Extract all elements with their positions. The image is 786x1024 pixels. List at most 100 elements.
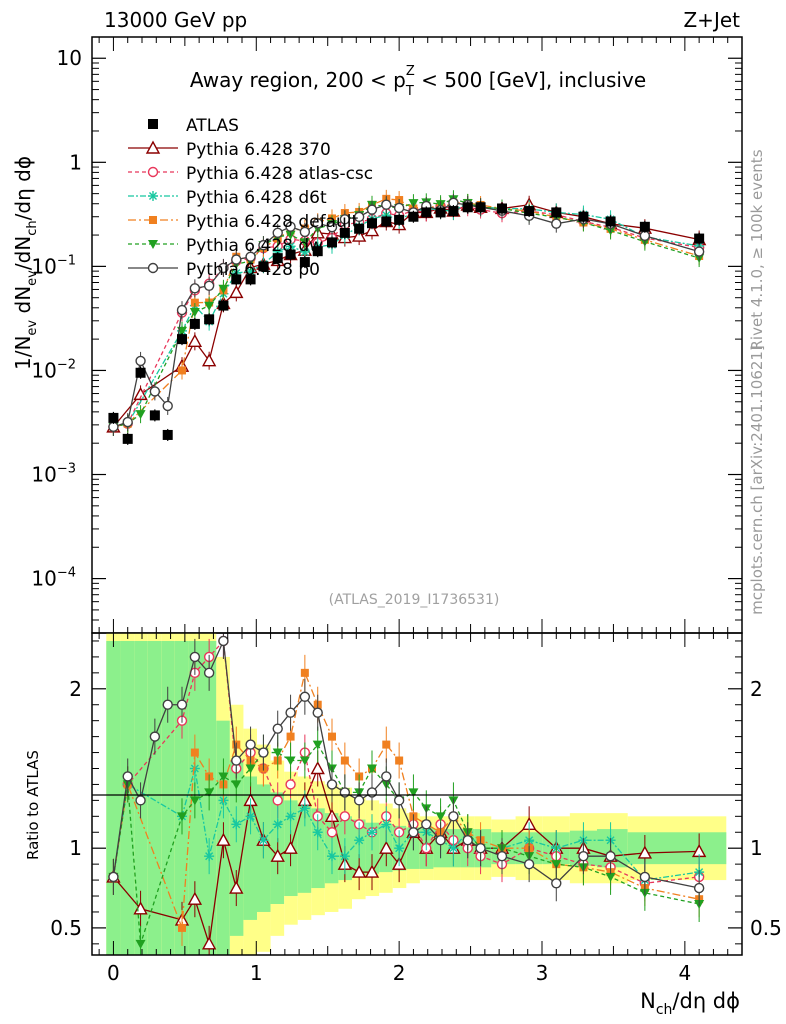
ratio-point: [693, 882, 705, 894]
ratio-point-stroke: [232, 820, 241, 829]
ratio-point: [393, 795, 405, 806]
ratio-point: [204, 788, 215, 798]
main-point: [551, 218, 562, 229]
atlas-point: [524, 206, 535, 217]
main-point: [187, 333, 203, 348]
main-point-stroke: [300, 247, 309, 257]
ratio-point: [312, 827, 323, 838]
ratio-point: [435, 835, 446, 846]
ratio-point: [340, 756, 349, 765]
ratio-point-stroke: [273, 820, 282, 829]
atlas-point: [354, 223, 365, 234]
main-point: [393, 202, 405, 214]
main-point: [299, 238, 310, 248]
x-tick-label: 0: [107, 961, 120, 985]
xlabel-base: N: [640, 989, 656, 1013]
atlas-point: [327, 237, 337, 248]
ratio-point: [578, 850, 589, 862]
ratio-point: [231, 780, 242, 790]
ratio-plot-frame: [91, 632, 743, 956]
ratio-point: [327, 851, 337, 862]
ratio-point: [354, 835, 365, 846]
ratio-point: [204, 851, 215, 862]
ratio-point-stroke: [205, 852, 214, 861]
main-point: [162, 400, 173, 412]
ratio-point: [379, 840, 394, 854]
ratio-point-stroke: [367, 828, 377, 837]
ratio-band-inner: [147, 640, 162, 955]
ratio-point: [395, 756, 404, 765]
ratio-band-inner: [106, 640, 121, 955]
main-point: [218, 262, 229, 274]
ratio-point: [551, 878, 562, 889]
atlas-point: [639, 221, 650, 232]
atlas-point: [177, 334, 187, 345]
ratio-point: [367, 827, 377, 838]
ratio-point: [190, 748, 199, 757]
atlas-point: [694, 233, 705, 244]
main-line-4: [113, 198, 700, 428]
ratio-point: [462, 835, 473, 846]
atlas-point: [462, 202, 473, 213]
atlas-point: [551, 207, 562, 218]
x-tick-label: 4: [678, 961, 691, 985]
atlas-point: [578, 211, 589, 222]
ratio-point: [637, 845, 653, 859]
ratio-point: [339, 811, 351, 822]
ratio-point: [229, 880, 244, 894]
ratio-point: [201, 936, 217, 950]
ratio-point: [421, 819, 432, 830]
ratio-point: [328, 732, 336, 741]
ratio-tick-label: 1: [69, 836, 82, 860]
ratio-point: [523, 858, 535, 870]
ratio-tick-label: 2: [69, 677, 82, 701]
atlas-point: [245, 274, 256, 285]
ratio-point: [231, 819, 242, 830]
header-process-label: Z+Jet: [683, 8, 740, 32]
ratio-point: [270, 848, 285, 862]
ratio-point: [353, 795, 365, 806]
ratio-point-stroke: [449, 844, 458, 853]
atlas-point: [421, 207, 432, 218]
atlas-point: [204, 314, 215, 325]
ratio-point: [551, 860, 562, 870]
ratio-point: [283, 840, 298, 854]
ratio-point-stroke: [259, 836, 268, 845]
ratio-point: [272, 795, 283, 806]
ratio-band-inner: [297, 803, 312, 893]
ratio-point: [135, 939, 146, 949]
x-tick-label: 2: [393, 961, 406, 985]
ratio-point: [216, 832, 231, 846]
ratio-point: [285, 811, 296, 822]
y-tick-label: 10: [57, 46, 82, 70]
atlas-point: [122, 433, 133, 444]
ratio-point-stroke: [300, 804, 309, 813]
ratio-point-stroke: [286, 812, 295, 821]
y-tick-label: 10−2: [31, 357, 76, 382]
atlas-point: [162, 429, 173, 440]
plot-title-sup: Z: [406, 64, 415, 79]
main-point: [366, 204, 378, 215]
main-plot: 10−4 10−3 10−2 10−1 1 10 Away region, 200 < p…: [31, 36, 743, 634]
ylabel-part-b: dN: [11, 286, 35, 320]
main-point: [176, 304, 188, 316]
legend-marker-2: [148, 191, 158, 201]
legend-label-0: Pythia 6.428 370: [186, 140, 331, 160]
main-point: [312, 218, 323, 229]
rivet-watermark: Rivet 4.1.0, ≥ 100k events: [748, 149, 766, 350]
atlas-point: [497, 203, 507, 214]
plot-title-sub: T: [405, 84, 414, 99]
ratio-point: [285, 756, 296, 766]
x-tick-label: 1: [250, 961, 263, 985]
main-point: [351, 228, 367, 242]
main-point: [326, 221, 338, 233]
legend-marker-2-stroke: [148, 191, 158, 201]
ratio-point: [299, 803, 310, 814]
ratio-point: [258, 747, 269, 758]
atlas-point: [605, 216, 616, 227]
atlas-point: [408, 211, 419, 222]
ratio-point: [122, 771, 133, 782]
main-point: [231, 254, 242, 265]
legend-label-2: Pythia 6.428 d6t: [186, 188, 327, 208]
y-tick-label: 10−3: [31, 462, 76, 487]
